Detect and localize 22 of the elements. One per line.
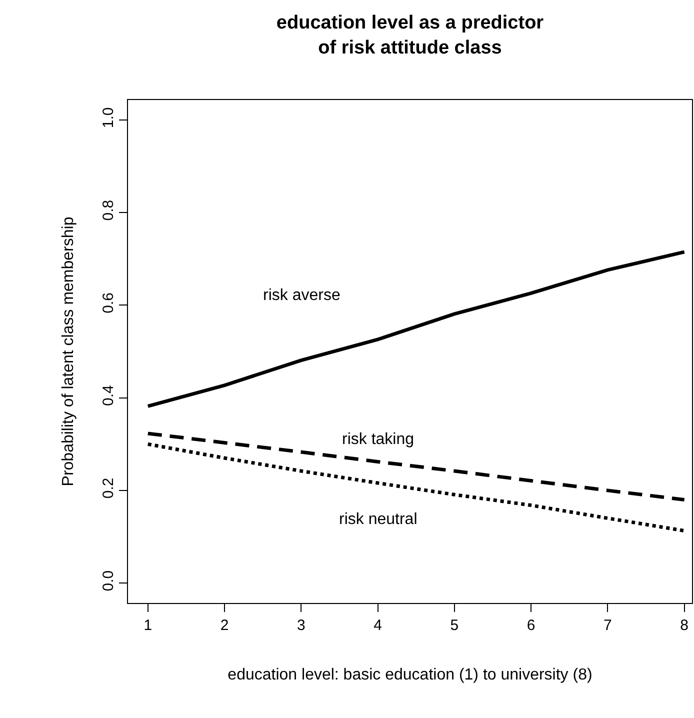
series-label: risk neutral	[339, 511, 418, 528]
line-series	[146, 250, 686, 408]
x-axis-title: education level: basic education (1) to university (8)	[228, 666, 592, 684]
x-tick-label: 2	[220, 617, 229, 634]
x-tick-label: 4	[374, 617, 382, 634]
y-tick-label: 0.6	[100, 292, 117, 314]
chart-title: education level as a predictor of risk attitude class	[276, 12, 544, 58]
y-tick-label: 0.4	[100, 385, 117, 406]
x-tick-label: 8	[680, 617, 689, 634]
x-tick-label: 6	[526, 617, 536, 634]
y-axis-title: Probability of latent class membership	[60, 216, 77, 486]
y-tick-label: 1.0	[100, 107, 117, 128]
y-tick-label: 0.8	[100, 200, 117, 221]
x-tick-label: 5	[450, 617, 459, 634]
series-label: risk taking	[342, 431, 414, 448]
x-tick-label: 7	[604, 617, 612, 634]
y-tick-label: 0.2	[100, 478, 117, 499]
x-tick-label: 3	[297, 617, 306, 634]
y-tick-label: 0.0	[100, 570, 117, 592]
line-series	[146, 432, 686, 502]
x-tick-label: 1	[144, 617, 152, 634]
text: risk averse	[263, 287, 340, 304]
